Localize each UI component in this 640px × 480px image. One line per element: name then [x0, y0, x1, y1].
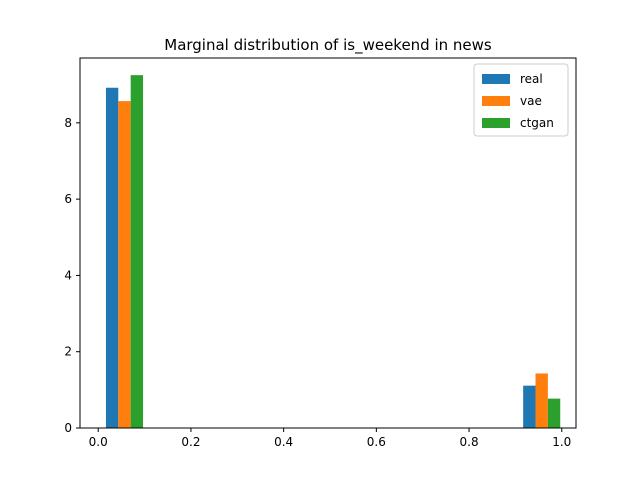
legend-label-ctgan: ctgan: [520, 116, 554, 130]
x-tick-label: 0.2: [181, 435, 200, 449]
plot-area-frame: [79, 57, 577, 429]
x-tick-label: 0.4: [274, 435, 293, 449]
legend-swatch-vae: [482, 96, 510, 106]
chart-title: Marginal distribution of is_weekend in n…: [164, 36, 492, 55]
legend: real vae ctgan: [473, 63, 569, 137]
y-axis: 0 2 4 6 8: [64, 116, 80, 435]
bar-vae: [118, 101, 131, 428]
bar-ctgan: [130, 75, 144, 428]
x-axis: 0.0 0.2 0.4 0.6 0.8 1.0: [89, 428, 571, 449]
legend-swatch-ctgan: [482, 118, 510, 128]
bar-ctgan: [547, 398, 561, 428]
y-tick-label: 6: [64, 192, 72, 206]
y-tick-label: 8: [64, 116, 72, 130]
x-tick-label: 0.0: [89, 435, 108, 449]
bar-vae: [535, 373, 548, 428]
legend-label-real: real: [520, 72, 543, 86]
x-tick-label: 0.6: [367, 435, 386, 449]
y-tick-label: 0: [64, 421, 72, 435]
y-tick-label: 4: [64, 268, 72, 282]
y-tick-label: 2: [64, 345, 72, 359]
legend-swatch-real: [482, 74, 510, 84]
legend-label-vae: vae: [520, 94, 542, 108]
x-tick-label: 1.0: [552, 435, 571, 449]
bar-real: [105, 87, 119, 428]
x-tick-label: 0.8: [460, 435, 479, 449]
bar-real: [523, 385, 536, 428]
bars-layer: [105, 75, 561, 428]
